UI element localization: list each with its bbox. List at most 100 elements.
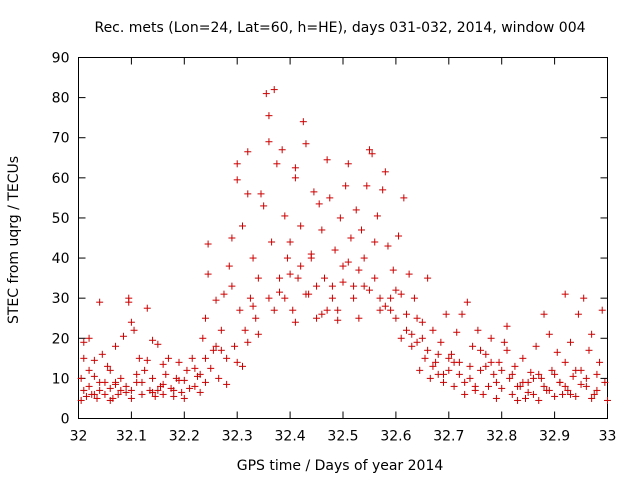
data-point	[212, 296, 220, 304]
data-point	[106, 366, 114, 374]
data-point	[85, 334, 93, 342]
data-point	[241, 326, 249, 334]
data-point	[360, 254, 368, 262]
data-point	[143, 356, 151, 364]
data-point	[561, 290, 569, 298]
data-point	[358, 226, 366, 234]
data-point	[320, 274, 328, 282]
data-point	[564, 386, 572, 394]
data-point	[90, 372, 98, 380]
data-point	[535, 396, 543, 404]
data-point	[281, 212, 289, 220]
data-point	[466, 374, 474, 382]
data-point	[527, 368, 535, 376]
data-point	[395, 232, 403, 240]
data-point	[421, 354, 429, 362]
data-point	[347, 234, 355, 242]
data-point	[418, 318, 426, 326]
data-point	[127, 386, 135, 394]
data-point	[482, 350, 490, 358]
x-tick-label: 32.2	[169, 429, 200, 445]
data-point	[551, 370, 559, 378]
data-point	[149, 388, 157, 396]
y-tick-label: 70	[52, 131, 70, 147]
data-point	[254, 330, 262, 338]
data-point	[365, 146, 373, 154]
data-point	[228, 234, 236, 242]
data-point	[442, 310, 450, 318]
data-point	[101, 390, 109, 398]
x-tick-label: 32.8	[486, 429, 517, 445]
data-point	[119, 332, 127, 340]
data-point	[371, 274, 379, 282]
y-tick-label: 90	[52, 51, 70, 67]
data-point	[93, 394, 101, 402]
data-point	[223, 354, 231, 362]
data-point	[307, 250, 315, 258]
axis-tick-labels: 32 32.1 32.2 32.3 32.4 32.5 32.6 32.7 32.8 32.9 33…	[52, 51, 617, 445]
data-point	[159, 390, 167, 398]
y-tick-label: 30	[52, 291, 70, 307]
data-point	[331, 246, 339, 254]
data-point	[355, 314, 363, 322]
data-point	[405, 270, 413, 278]
data-point	[291, 164, 299, 172]
data-point	[596, 358, 604, 366]
data-point	[463, 298, 471, 306]
data-point	[96, 386, 104, 394]
y-tick-label: 0	[61, 412, 70, 428]
data-point	[183, 366, 191, 374]
data-point	[149, 374, 157, 382]
data-point	[133, 370, 141, 378]
data-point	[170, 386, 178, 394]
data-point	[162, 370, 170, 378]
data-point	[381, 168, 389, 176]
data-point	[233, 160, 241, 168]
data-point	[402, 326, 410, 334]
data-points	[77, 86, 611, 404]
data-point	[350, 294, 358, 302]
data-point	[344, 160, 352, 168]
data-point	[114, 390, 122, 398]
data-point	[574, 310, 582, 318]
data-point	[276, 274, 284, 282]
data-point	[249, 254, 257, 262]
x-tick-label: 32.1	[116, 429, 147, 445]
data-point	[212, 342, 220, 350]
data-point	[593, 370, 601, 378]
data-point	[598, 306, 606, 314]
data-point	[141, 366, 149, 374]
data-point	[238, 362, 246, 370]
data-point	[106, 396, 114, 404]
data-point	[461, 390, 469, 398]
data-point	[127, 318, 135, 326]
data-point	[461, 378, 469, 386]
data-point	[397, 334, 405, 342]
data-point	[77, 374, 85, 382]
data-point	[450, 382, 458, 390]
data-point	[350, 282, 358, 290]
data-point	[492, 394, 500, 402]
data-point	[244, 148, 252, 156]
data-point	[196, 388, 204, 396]
data-point	[143, 304, 151, 312]
data-point	[112, 378, 120, 386]
data-point	[289, 306, 297, 314]
data-point	[416, 366, 424, 374]
data-point	[593, 386, 601, 394]
data-point	[453, 328, 461, 336]
data-point	[135, 354, 143, 362]
data-point	[323, 156, 331, 164]
data-point	[283, 254, 291, 262]
data-point	[286, 270, 294, 278]
data-point	[535, 370, 543, 378]
data-point	[402, 310, 410, 318]
data-point	[588, 394, 596, 402]
data-point	[487, 358, 495, 366]
data-point	[199, 334, 207, 342]
data-point	[418, 334, 426, 342]
data-point	[175, 376, 183, 384]
data-point	[154, 340, 162, 348]
data-point	[254, 274, 262, 282]
data-point	[80, 338, 88, 346]
